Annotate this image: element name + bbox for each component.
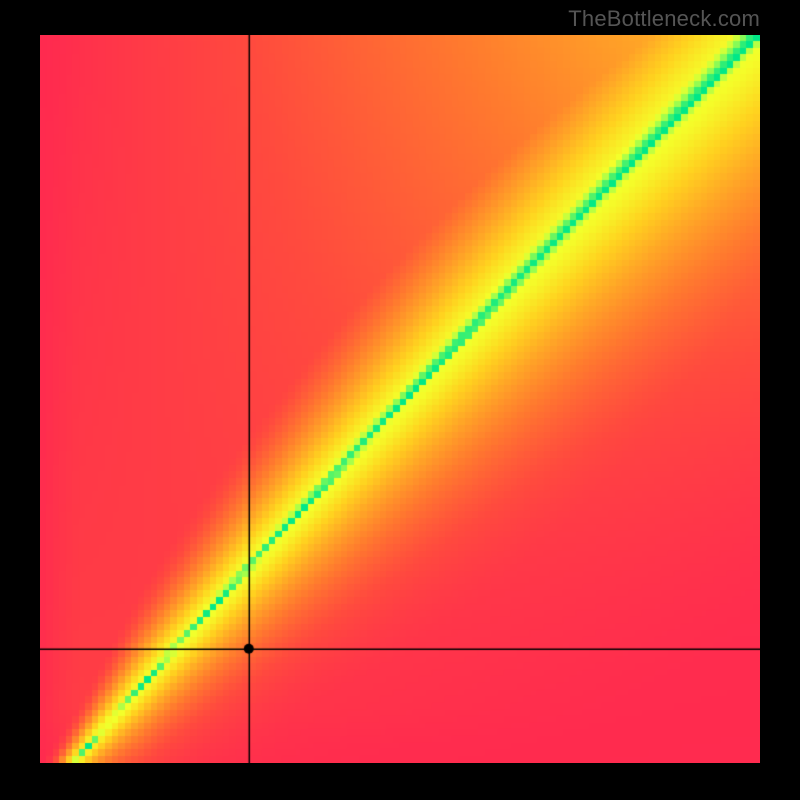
chart-container: TheBottleneck.com: [0, 0, 800, 800]
heatmap-canvas: [40, 35, 760, 763]
watermark-text: TheBottleneck.com: [568, 6, 760, 32]
